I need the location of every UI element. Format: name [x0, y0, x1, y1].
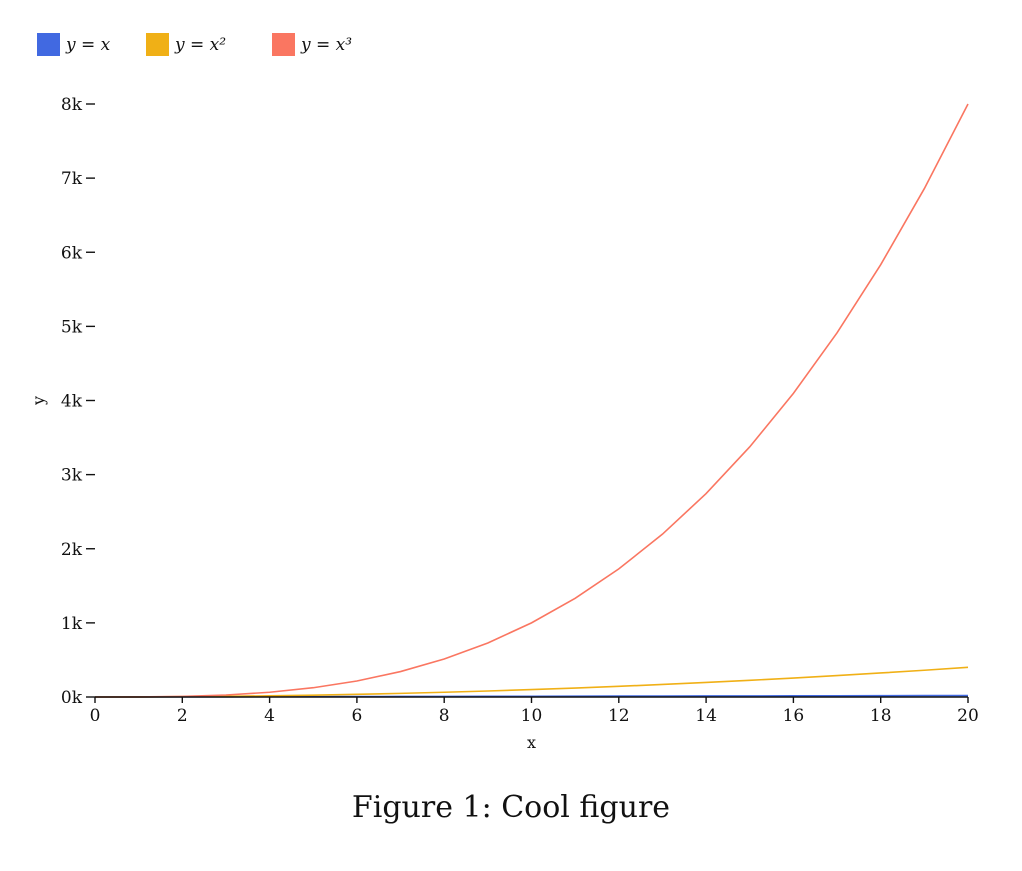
y-axis: 0k 1k 2k 3k 4k 5k 6k 7k 8k: [61, 95, 95, 708]
legend: y = x y = x² y = x³: [37, 33, 352, 56]
x-tick-label: 8: [439, 706, 450, 726]
x-tick-label: 16: [783, 706, 805, 726]
x-tick-label: 0: [90, 706, 101, 726]
x-tick-label: 10: [521, 706, 543, 726]
x-tick-label: 2: [177, 706, 188, 726]
legend-label: y = x²: [174, 35, 226, 55]
y-tick-label: 5k: [61, 317, 83, 337]
y-tick-label: 4k: [61, 392, 83, 412]
x-tick-label: 12: [608, 706, 630, 726]
series-line-3: [94, 103, 969, 698]
y-tick-label: 3k: [61, 466, 83, 486]
x-tick-label: 14: [695, 706, 717, 726]
y-tick-label: 1k: [61, 614, 83, 634]
x-axis-title: x: [527, 733, 536, 752]
y-tick-label: 0k: [61, 688, 83, 708]
line-chart: y = x y = x² y = x³ 0k 1k 2k 3k 4k 5k 6k 7k 8k 0 2 4…: [29, 33, 979, 752]
y-tick-label: 2k: [61, 540, 83, 560]
y-tick-label: 7k: [61, 169, 83, 189]
legend-swatch: [37, 33, 60, 56]
legend-swatch: [272, 33, 295, 56]
x-tick-label: 18: [870, 706, 892, 726]
y-axis-title: y: [29, 396, 48, 406]
x-tick-label: 6: [351, 706, 362, 726]
legend-label: y = x³: [300, 35, 352, 55]
x-tick-label: 4: [264, 706, 275, 726]
series-line-2: [94, 666, 969, 698]
x-tick-label: 20: [957, 706, 979, 726]
legend-label: y = x: [65, 35, 111, 55]
legend-swatch: [146, 33, 169, 56]
figure-caption: Figure 1: Cool figure: [351, 790, 671, 825]
x-axis: 0 2 4 6 8 10 12 14 16 18 20: [90, 696, 979, 726]
plot-area: [94, 103, 969, 698]
y-tick-label: 6k: [61, 243, 83, 263]
y-tick-label: 8k: [61, 95, 83, 115]
